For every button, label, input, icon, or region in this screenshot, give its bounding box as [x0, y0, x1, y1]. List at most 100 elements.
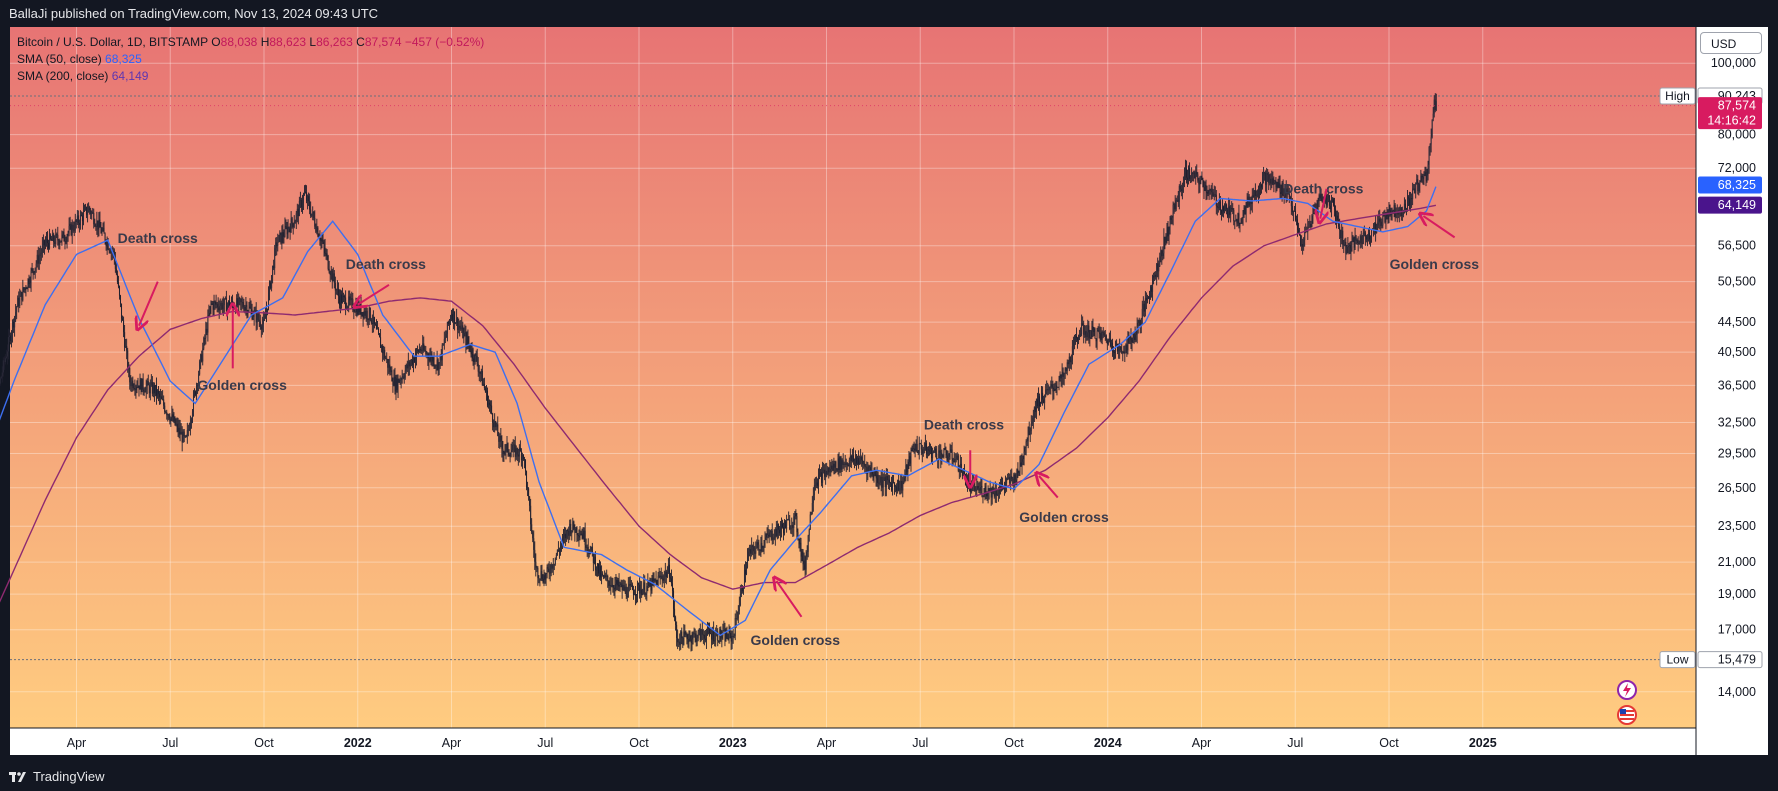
candle-body	[1013, 474, 1015, 485]
candle-body	[851, 455, 853, 461]
candle-body	[1176, 199, 1178, 201]
candle-body	[980, 485, 982, 488]
candle-body	[1403, 203, 1405, 213]
candle-body	[1312, 212, 1314, 216]
candle-body	[1285, 188, 1287, 198]
candle-body	[1129, 336, 1131, 339]
candle-body	[792, 525, 794, 528]
lightning-event-icon	[1617, 680, 1637, 700]
candle-body	[1058, 380, 1060, 388]
candle-body	[1083, 325, 1085, 335]
candle-body	[382, 345, 384, 354]
candle-body	[20, 291, 22, 297]
candle-body	[1420, 175, 1422, 181]
time-tick-label: Apr	[1192, 736, 1211, 750]
candle-body	[196, 385, 198, 395]
candle-body	[770, 530, 772, 533]
candle-body	[392, 381, 394, 386]
candle-body	[608, 580, 610, 586]
candle-body	[1368, 232, 1370, 240]
candle-body	[766, 533, 768, 538]
candle-body	[774, 529, 776, 538]
candle-body	[1079, 335, 1081, 337]
candle-body	[873, 473, 875, 478]
currency-button[interactable]: USD	[1700, 32, 1762, 54]
us-flag-stripe	[1620, 710, 1634, 712]
candle-body	[614, 584, 616, 590]
candle-body	[963, 469, 965, 474]
candle-body	[531, 524, 533, 533]
candle-body	[628, 583, 630, 586]
annotation-arrow	[139, 281, 159, 326]
price-tick-label: 26,500	[1718, 481, 1756, 495]
candle-body	[444, 337, 446, 340]
candle-body	[989, 487, 991, 493]
candle-body	[1334, 205, 1336, 210]
candle-body	[1219, 201, 1221, 211]
candle-body	[698, 629, 700, 632]
legend-sma50-row[interactable]: SMA (50, close) 68,325	[17, 51, 484, 68]
candle-body	[1376, 225, 1378, 233]
candle-body	[783, 527, 785, 534]
price-axis[interactable]: 100,000 80,000 72,000 56,500 50,500 44,500 40,…	[1711, 56, 1756, 699]
candle-body	[1229, 206, 1231, 215]
candle-body	[543, 575, 545, 583]
candle-body	[545, 573, 547, 580]
annotation-label: Golden cross	[751, 632, 841, 648]
candle-body	[889, 482, 891, 484]
candle-body	[865, 466, 867, 468]
candle-body	[743, 569, 745, 588]
candle-body	[259, 321, 261, 327]
candle-body	[419, 348, 421, 352]
candle-body	[1252, 195, 1254, 198]
candle-body	[921, 449, 923, 454]
candle-body	[286, 227, 288, 235]
candle-body	[35, 263, 37, 268]
time-tick-label: 2023	[719, 736, 747, 750]
candle-body	[1181, 185, 1183, 192]
candle-body	[1373, 228, 1375, 230]
time-axis[interactable]: Apr Jul Oct 2022 Apr Jul Oct 2023 Apr Jul Oct 2024 A…	[67, 736, 1497, 750]
candle-body	[1268, 174, 1270, 184]
candle-body	[25, 287, 27, 290]
candle-body	[95, 226, 97, 227]
candle-body	[431, 354, 433, 362]
candle-body	[1304, 232, 1306, 240]
candle-body	[1062, 371, 1064, 377]
candle-body	[1156, 263, 1158, 277]
candle-body	[129, 368, 131, 383]
candle-body	[1277, 182, 1279, 188]
candle-body	[1029, 431, 1031, 435]
legend-sma200-row[interactable]: SMA (200, close) 64,149	[17, 68, 484, 85]
candle-body	[108, 249, 110, 251]
candle-body	[863, 463, 865, 465]
candle-body	[373, 316, 375, 324]
candle-body	[62, 232, 64, 235]
candle-body	[656, 579, 658, 586]
candle-body	[90, 210, 92, 215]
candle-body	[49, 234, 51, 249]
candle-body	[200, 354, 202, 362]
candle-body	[1412, 188, 1414, 200]
candle-body	[631, 584, 633, 590]
tradingview-brand[interactable]: TradingView	[9, 769, 105, 784]
candle-body	[326, 253, 328, 256]
legend-high: 88,623	[269, 35, 307, 49]
candle-body	[1421, 175, 1423, 178]
candle-body	[1367, 232, 1369, 236]
annotation-label: Death cross	[924, 416, 1004, 432]
candle-body	[1336, 215, 1338, 220]
candle-body	[381, 345, 383, 348]
candle-body	[1101, 332, 1103, 340]
candle-body	[410, 359, 412, 364]
candle-body	[262, 318, 264, 325]
candle-body	[1017, 469, 1019, 474]
annotation-label: Golden cross	[197, 377, 287, 393]
candle-body	[261, 324, 263, 330]
candle-body	[304, 191, 306, 195]
candle-body	[272, 265, 274, 276]
candle-body	[595, 569, 597, 571]
candle-body	[61, 234, 63, 241]
candle-body	[229, 304, 231, 308]
